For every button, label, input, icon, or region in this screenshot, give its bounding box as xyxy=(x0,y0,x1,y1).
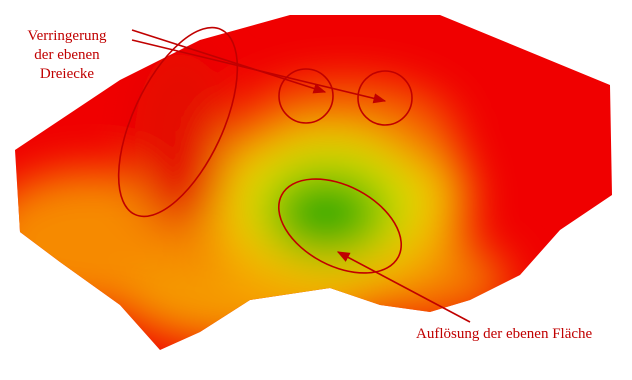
annotation-line: Verringerung xyxy=(27,28,107,44)
markers xyxy=(117,26,471,323)
circle xyxy=(357,70,413,126)
annotation: Auflösung der ebenen Fläche xyxy=(416,326,593,342)
arrow xyxy=(131,39,387,104)
arrow xyxy=(131,29,327,94)
arrow xyxy=(336,251,471,323)
annotation-line: der ebenen xyxy=(34,47,100,63)
circle xyxy=(278,68,334,124)
ellipse xyxy=(117,26,239,218)
annotation-line: Dreiecke xyxy=(40,66,94,82)
ellipse xyxy=(277,178,403,274)
